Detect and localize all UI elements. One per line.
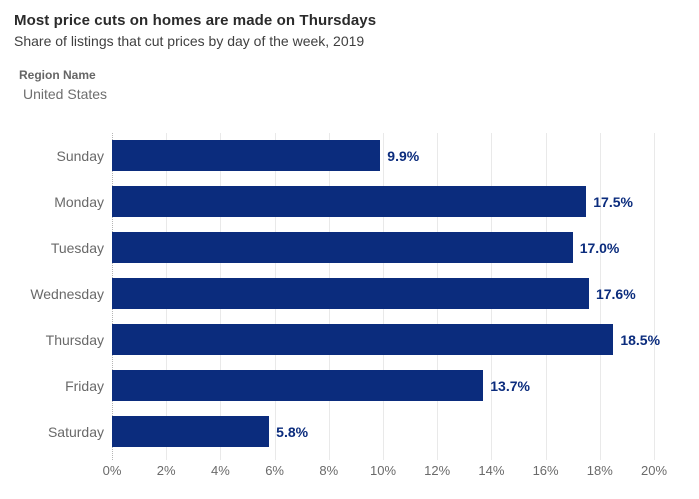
- bar-row: 18.5%: [112, 317, 660, 363]
- bar-row: 17.5%: [112, 179, 654, 225]
- bar-value-label: 18.5%: [620, 331, 661, 348]
- y-axis-labels: Sunday Monday Tuesday Wednesday Thursday Frid…: [0, 133, 104, 455]
- gridline: [599, 133, 601, 460]
- category-label-thursday: Thursday: [45, 332, 104, 348]
- bar-saturday[interactable]: [112, 416, 270, 447]
- bar-value-label: 17.6%: [595, 285, 636, 302]
- bar-value-label: 17.5%: [593, 193, 633, 210]
- bar-value-label: 9.9%: [387, 147, 420, 164]
- x-tick-label: 2%: [156, 463, 176, 478]
- bar-value-label: 17.0%: [579, 239, 620, 256]
- x-axis: 0% 2% 4% 6% 8% 10% 12% 14% 16% 18% 20%: [103, 455, 667, 485]
- category-label-sunday: Sunday: [56, 148, 104, 164]
- bar-tuesday[interactable]: [112, 232, 573, 263]
- bar-value-label: 13.7%: [490, 377, 530, 394]
- plot-area: 9.9% 17.5% 17.0% 17.6% 18.5% 13.7% 5.8%: [112, 133, 660, 460]
- x-tick-label: 8%: [319, 463, 339, 478]
- bar-row: 5.8%: [112, 409, 654, 455]
- bar-monday[interactable]: [112, 186, 587, 217]
- bar-wednesday[interactable]: [112, 278, 589, 309]
- x-tick-label: 14%: [478, 463, 505, 478]
- gridline: [654, 133, 655, 460]
- bar-sunday[interactable]: [112, 140, 381, 171]
- x-tick-label: 4%: [210, 463, 230, 478]
- bar-friday[interactable]: [112, 370, 484, 401]
- bar-row: 17.0%: [112, 225, 654, 271]
- bar-thursday[interactable]: [112, 324, 614, 355]
- x-tick-label: 0%: [102, 463, 122, 478]
- category-label-saturday: Saturday: [47, 424, 104, 440]
- region-filter-label: Region Name: [19, 68, 96, 82]
- category-label-monday: Monday: [54, 194, 104, 210]
- x-tick-label: 6%: [265, 463, 284, 478]
- category-label-friday: Friday: [65, 378, 104, 394]
- x-tick-label: 10%: [369, 463, 397, 478]
- bar-row: 17.6%: [112, 271, 654, 317]
- chart-subtitle: Share of listings that cut prices by day…: [14, 33, 365, 49]
- bar-row: 9.9%: [112, 133, 654, 179]
- x-tick-label: 12%: [424, 463, 451, 478]
- x-tick-label: 20%: [640, 463, 668, 478]
- bar-row: 13.7%: [112, 363, 654, 409]
- category-label-wednesday: Wednesday: [30, 286, 104, 302]
- chart-title: Most price cuts on homes are made on Thu…: [14, 12, 377, 29]
- region-filter-value: United States: [23, 86, 108, 102]
- bar-value-label: 5.8%: [276, 423, 309, 440]
- x-tick-label: 18%: [586, 463, 613, 478]
- x-tick-label: 16%: [532, 463, 559, 478]
- category-label-tuesday: Tuesday: [50, 240, 104, 256]
